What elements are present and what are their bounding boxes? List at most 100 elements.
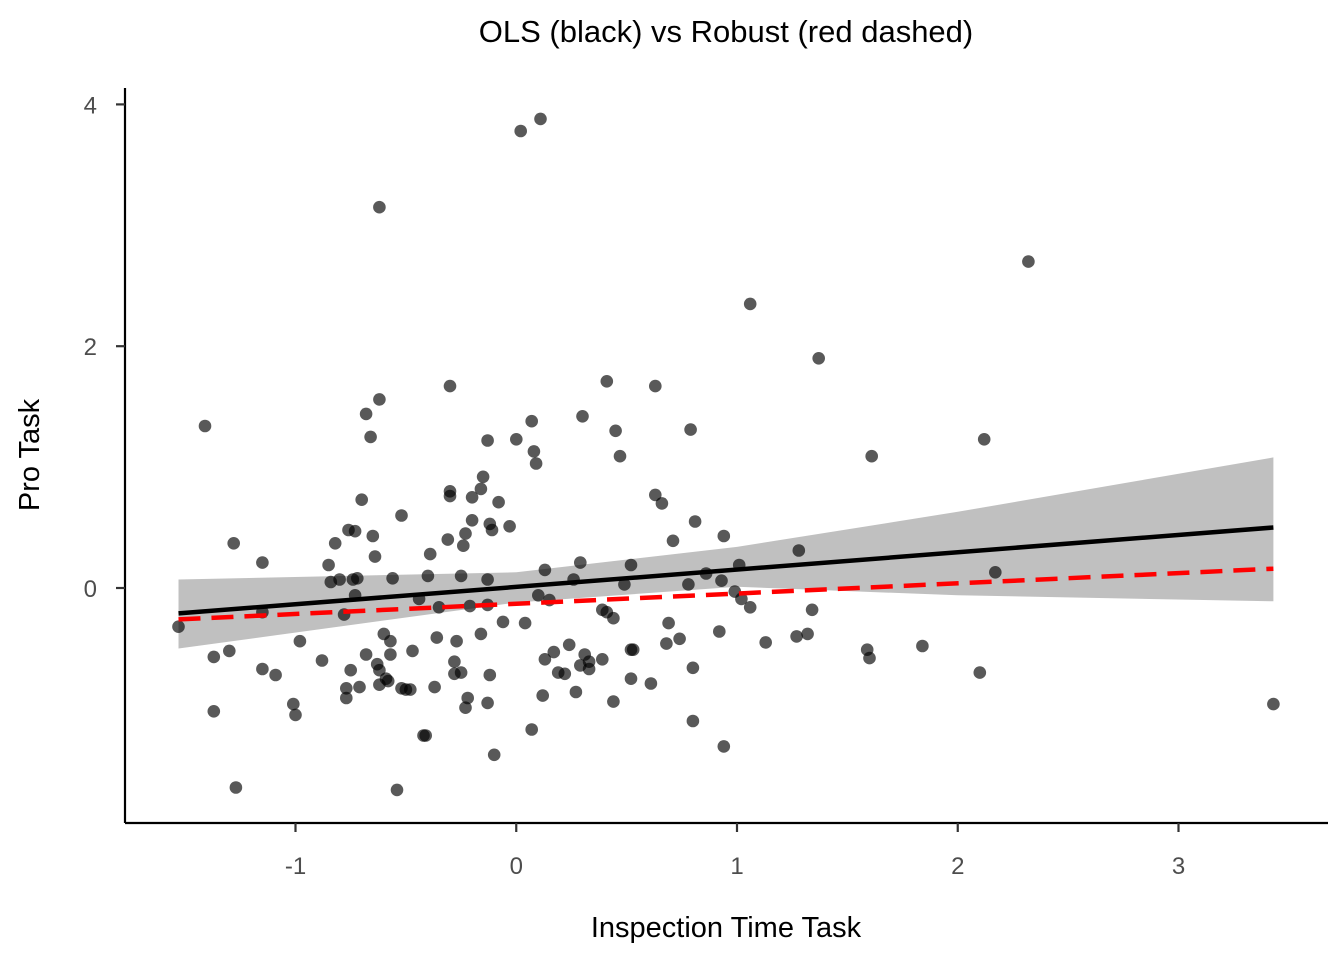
data-point [430,631,444,644]
data-point [529,457,543,470]
data-point [655,497,669,510]
data-point [666,534,680,548]
data-point [713,625,726,638]
data-point [1267,697,1280,711]
y-tick-label: 0 [84,576,97,603]
data-point [443,485,457,498]
data-point [735,592,748,606]
data-point [743,297,757,311]
data-point [673,632,686,646]
data-point [525,723,538,736]
data-point [743,601,757,614]
data-point [351,572,364,585]
data-point [569,685,583,699]
data-point [198,419,212,433]
data-point [481,434,494,447]
data-point [977,433,991,446]
data-point [328,537,342,550]
data-point [618,578,631,591]
data-point [684,423,697,436]
data-point [649,488,662,502]
data-point [717,740,731,753]
data-point [353,680,366,694]
data-point [492,495,505,509]
data-point [461,691,475,705]
data-point [624,558,638,572]
data-point [916,639,929,653]
data-point [373,663,386,677]
x-tick-label: 3 [1172,853,1185,880]
data-point [459,527,472,540]
data-point [256,556,269,569]
data-point [459,701,472,714]
data-point [525,414,538,428]
data-point [534,112,547,126]
data-point [384,648,397,661]
data-point [609,424,622,438]
data-point [792,544,806,557]
data-point [474,627,488,641]
data-point [481,573,494,586]
data-point [348,524,362,538]
data-point [229,781,243,794]
data-point [340,682,353,695]
data-point [582,662,596,676]
data-point [340,691,353,705]
data-point [404,683,417,696]
data-point [613,449,627,463]
ols-line [178,525,1274,616]
data-point [801,627,814,641]
data-point [487,748,501,762]
data-point [287,697,300,711]
data-point [688,515,702,528]
data-point [1022,255,1035,268]
data-point [207,650,221,664]
data-point [496,615,510,629]
data-point [450,634,463,648]
data-point [355,493,369,507]
data-point [474,482,488,496]
data-point [364,430,377,444]
data-point [532,589,545,602]
data-point [289,708,302,722]
data-point [547,645,561,659]
data-point [432,601,446,614]
data-point [322,558,335,572]
data-point [381,674,395,688]
data-point [503,520,516,533]
data-point [865,449,878,463]
data-point [481,696,494,710]
data-point [368,550,382,563]
data-point [443,379,457,393]
data-point [649,379,662,393]
y-tick-label: 2 [84,334,97,361]
data-point [269,668,282,682]
data-point [465,514,479,527]
data-point [207,705,221,718]
data-point [386,572,399,585]
data-point [223,644,236,658]
x-axis-title: Inspection Time Task [591,912,862,944]
data-point [600,375,614,388]
data-point [465,491,479,504]
data-point [373,393,386,406]
data-point [538,653,552,666]
data-point [421,569,435,583]
data-point [390,783,404,797]
data-point [441,533,455,546]
robust-line [178,566,1274,622]
y-tick-label: 4 [84,92,97,119]
data-point [536,689,549,702]
data-point [686,714,700,728]
data-point [527,445,541,458]
chart-title: OLS (black) vs Robust (red dashed) [479,14,974,49]
data-point [463,599,477,613]
data-point [607,611,620,625]
data-point [644,677,658,690]
data-point [454,666,468,679]
data-point [395,509,408,522]
data-point [576,410,589,423]
data-point [759,636,772,649]
points-layer [172,112,1280,797]
